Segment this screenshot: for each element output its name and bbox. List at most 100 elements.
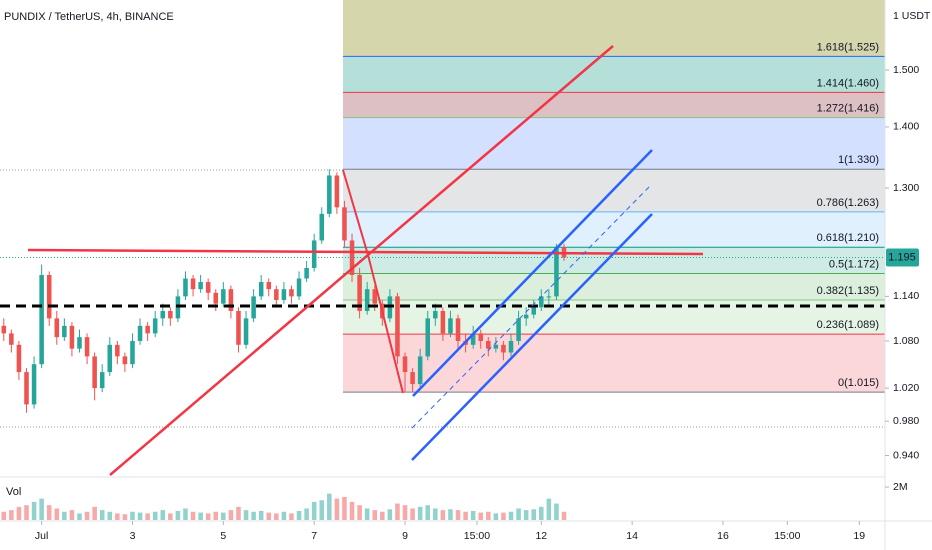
- y-tick-label: 1.300: [893, 182, 919, 194]
- fib-zone: [343, 273, 885, 301]
- candle-body: [145, 325, 150, 334]
- x-tick-label: 15:00: [464, 530, 490, 542]
- volume-bar: [16, 506, 22, 520]
- candle-body: [516, 318, 521, 341]
- candle-body: [395, 296, 400, 357]
- volume-bar: [433, 508, 438, 520]
- volume-bar: [554, 503, 559, 520]
- candle-body: [448, 318, 453, 334]
- candle-body: [31, 364, 37, 405]
- volume-bar: [486, 511, 491, 520]
- volume-bar: [516, 508, 521, 520]
- volume-bar: [84, 511, 90, 520]
- channel-upper: [412, 149, 653, 397]
- candle-body: [122, 356, 128, 365]
- candle-body: [523, 314, 529, 319]
- volume-label: Vol: [6, 486, 21, 498]
- chart-title: PUNDIX / TetherUS, 4h, BINANCE: [4, 11, 174, 23]
- candle-body: [62, 325, 67, 338]
- candle-body: [251, 296, 256, 319]
- trendline: [109, 45, 614, 476]
- volume-bar: [77, 513, 82, 520]
- candle-body: [1, 325, 7, 334]
- candle-body: [357, 274, 362, 311]
- candle-body: [69, 325, 75, 349]
- fib-zone: [343, 334, 885, 393]
- last-price-box: [886, 248, 919, 267]
- y-tick-label: 1.020: [893, 382, 919, 394]
- candle-body: [539, 296, 544, 308]
- candle-body: [266, 282, 272, 290]
- candle-body: [205, 282, 211, 293]
- volume-bar: [145, 513, 150, 520]
- channel-mid: [411, 185, 651, 429]
- x-tick-label: 16: [717, 530, 729, 542]
- volume-bar: [402, 505, 408, 520]
- fib-label: 0.236(1.089): [817, 319, 879, 331]
- volume-bar: [327, 493, 332, 520]
- candle-body: [304, 267, 309, 279]
- fib-label: 0.5(1.172): [829, 258, 879, 270]
- candle-body: [546, 296, 552, 298]
- fib-zone: [343, 211, 885, 248]
- candle-body: [84, 337, 90, 357]
- candle-body: [152, 318, 158, 334]
- candle-body: [54, 318, 60, 338]
- last-price-label: 1.195: [888, 251, 916, 263]
- fib-label: 0.618(1.210): [817, 232, 879, 244]
- volume-bar: [448, 509, 453, 520]
- fib-zone: [343, 117, 885, 170]
- volume-bar: [190, 511, 196, 520]
- x-tick-label: 9: [402, 530, 408, 542]
- y-tick-label: 0.980: [893, 415, 919, 427]
- fib-label: 1(1.330): [838, 154, 879, 166]
- fib-label: 0.786(1.263): [817, 197, 879, 209]
- volume-bar: [281, 511, 287, 520]
- candle-body: [289, 289, 294, 297]
- volume-bar: [349, 501, 355, 520]
- candle-body: [364, 289, 370, 311]
- zigzag: [342, 169, 404, 394]
- candle-body: [319, 213, 325, 241]
- y-tick-label: 1.080: [893, 335, 919, 347]
- candle-body: [183, 278, 188, 297]
- volume: [1, 493, 567, 520]
- candle-body: [190, 278, 196, 290]
- candle-body: [24, 372, 29, 405]
- candle-body: [433, 310, 438, 319]
- candle-body: [160, 310, 166, 319]
- volume-bar: [221, 512, 226, 520]
- x-tick-label: 14: [626, 530, 638, 542]
- candle-body: [493, 344, 499, 349]
- x-tick-label: 7: [311, 530, 317, 542]
- volume-bar: [46, 505, 52, 520]
- volume-bar: [137, 512, 143, 520]
- volume-bar: [493, 513, 499, 520]
- candle-body: [455, 318, 461, 341]
- axes: 1.500 1.400 1.300 1.140 1.080 1.020 0.980 0.940…: [0, 64, 919, 542]
- candle-body: [236, 310, 241, 345]
- y-tick-label: 1.400: [893, 121, 919, 133]
- fib-label: 1.272(1.416): [817, 102, 879, 114]
- candle-body: [402, 356, 408, 373]
- volume-bar: [251, 511, 256, 520]
- volume-bar: [296, 510, 302, 520]
- volume-bar: [62, 511, 67, 520]
- volume-tick-label: 2M: [893, 481, 908, 493]
- fib-retracement: 1.618(1.525) 1.414(1.460) 1.272(1.416) 1(1.…: [343, 0, 885, 393]
- candle-body: [501, 344, 506, 353]
- y-tick-label: 1.140: [893, 290, 919, 302]
- candle-body: [258, 282, 264, 297]
- candle-body: [349, 240, 355, 275]
- volume-bar: [289, 513, 294, 520]
- volume-bar: [175, 510, 181, 520]
- volume-bar: [31, 501, 37, 520]
- candle-body: [417, 356, 423, 385]
- fib-label: 1.618(1.525): [817, 41, 879, 53]
- volume-bar: [168, 513, 173, 520]
- volume-bar: [561, 511, 567, 520]
- volume-bar: [9, 510, 14, 520]
- volume-bar: [334, 498, 340, 520]
- volume-bar: [410, 508, 415, 520]
- volume-bar: [455, 510, 461, 520]
